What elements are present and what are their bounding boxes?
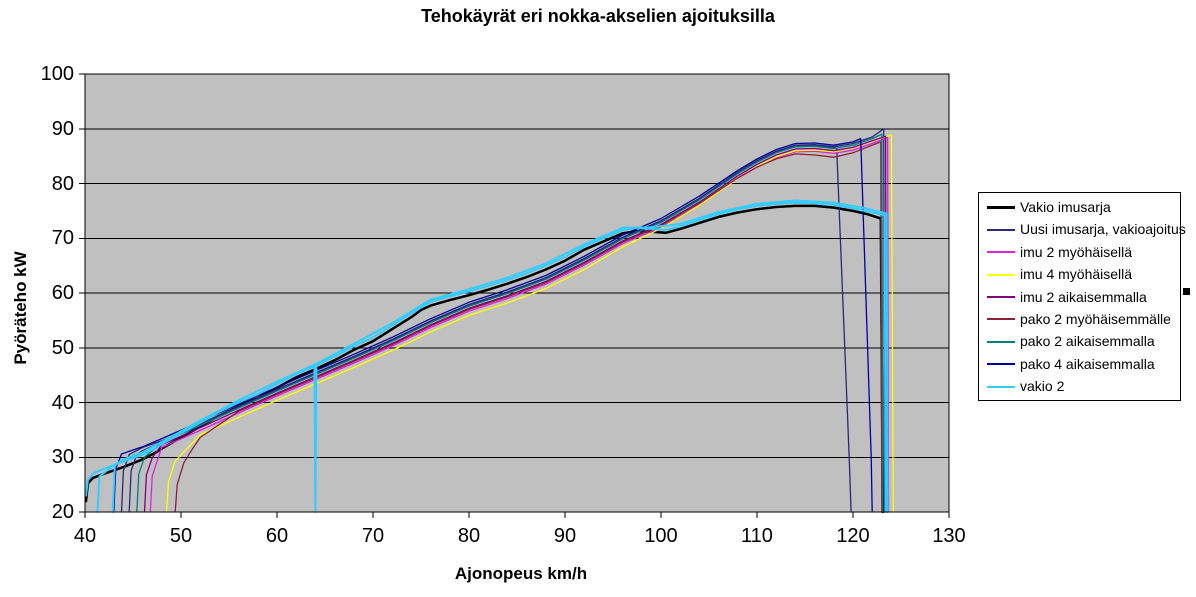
y-tick-label-40: 40 [51, 391, 74, 414]
stray-square-marker [1183, 288, 1190, 295]
x-tick-label-50: 50 [169, 525, 193, 547]
legend-swatch [987, 363, 1015, 366]
x-tick-label-120: 120 [836, 525, 870, 547]
series-line-4 [143, 135, 888, 513]
legend-swatch [987, 228, 1015, 231]
legend-item: pako 2 aikaisemmalla [987, 334, 1176, 349]
legend-swatch [987, 206, 1015, 209]
y-tick-label-90: 90 [51, 117, 74, 140]
legend-item-label: Uusi imusarja, vakioajoitus [1020, 221, 1186, 238]
legend-item: Uusi imusarja, vakioajoitus [987, 222, 1186, 237]
y-tick-label-20: 20 [51, 501, 74, 523]
legend-item: imu 4 myöhäisellä [987, 267, 1176, 282]
x-tick-label-100: 100 [644, 525, 678, 547]
legend: Vakio imusarja Uusi imusarja, vakioajoitu… [978, 192, 1186, 401]
legend-item-label: pako 2 aikaisemmalla [1020, 333, 1155, 350]
legend-item-label: pako 4 aikaisemmalla [1020, 355, 1155, 372]
legend-swatch [987, 318, 1015, 321]
series-line-2 [149, 136, 890, 513]
series-line-6 [136, 133, 884, 513]
legend-item-label: pako 2 myöhäisemmälle [1020, 310, 1171, 327]
chart-title: Tehokäyrät eri nokka-akselien ajoituksil… [421, 6, 775, 26]
legend-item: Vakio imusarja [987, 200, 1176, 215]
legend-item-label: imu 4 myöhäisellä [1020, 266, 1133, 283]
legend-swatch [987, 296, 1015, 298]
x-tick-label-90: 90 [553, 525, 577, 547]
series-line-5 [174, 141, 883, 513]
legend-item-label: Vakio imusarja [1020, 199, 1111, 215]
legend-item: pako 2 myöhäisemmälle [987, 310, 1176, 327]
legend-item: imu 2 myöhäisellä [987, 243, 1176, 260]
x-tick-label-60: 60 [265, 525, 289, 547]
legend-item: imu 2 aikaisemmalla [987, 288, 1176, 305]
x-tick-label-110: 110 [741, 525, 773, 547]
x-axis-title: Ajonopeus km/h [454, 564, 588, 583]
legend-item-label: imu 2 myöhäisellä [1020, 243, 1133, 260]
series-line-8 [96, 459, 125, 513]
legend-item: vakio 2 [987, 379, 1176, 394]
x-tick-label-40: 40 [73, 525, 97, 547]
x-tick-label-80: 80 [457, 525, 481, 547]
legend-item-label: imu 2 aikaisemmalla [1020, 288, 1147, 305]
series-line-8 [85, 201, 887, 513]
legend-swatch [987, 251, 1015, 254]
y-tick-label-50: 50 [51, 336, 74, 359]
y-tick-label-60: 60 [51, 282, 74, 304]
y-tick-label-80: 80 [51, 172, 74, 195]
series-line-3 [165, 134, 894, 513]
legend-swatch [987, 273, 1015, 276]
x-tick-label-130: 130 [932, 525, 966, 547]
y-tick-label-70: 70 [51, 227, 74, 250]
legend-item-label: vakio 2 [1020, 378, 1065, 394]
legend-swatch [987, 385, 1015, 388]
y-tick-label-100: 100 [40, 63, 74, 85]
series-line-8 [111, 199, 889, 513]
y-tick-label-30: 30 [51, 446, 74, 469]
plot-border [84, 73, 950, 513]
plot-area [79, 73, 950, 518]
legend-swatch [987, 340, 1015, 343]
x-tick-label-70: 70 [361, 525, 385, 547]
series-line-0 [84, 204, 885, 514]
legend-item: pako 4 aikaisemmalla [987, 355, 1176, 372]
